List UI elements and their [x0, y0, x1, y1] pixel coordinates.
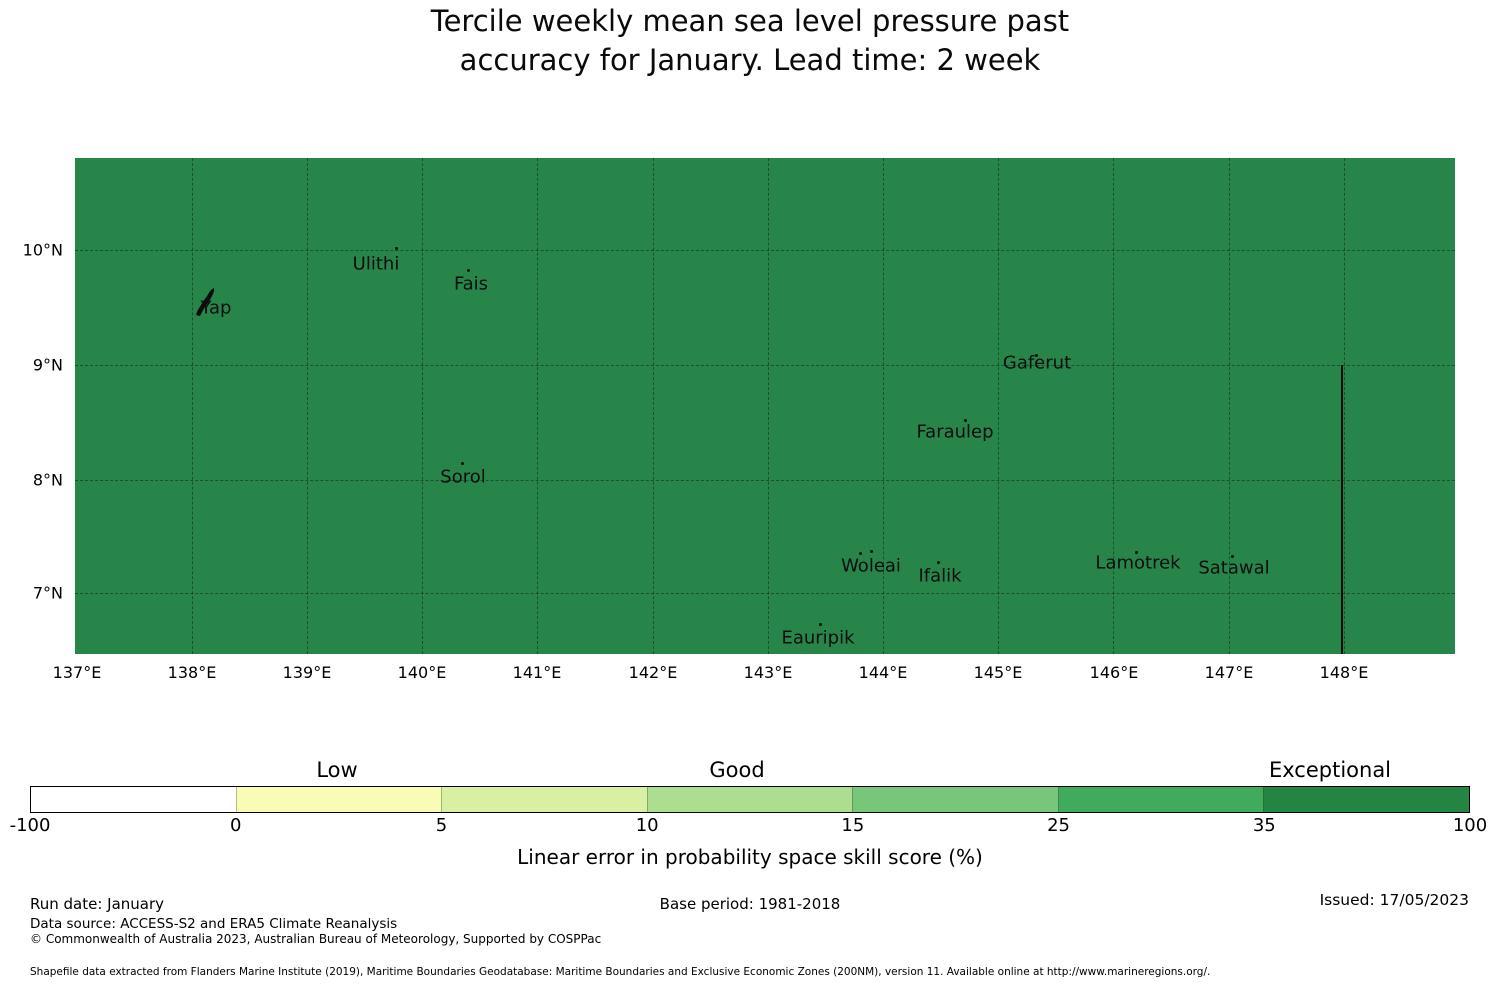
copyright-text: © Commonwealth of Australia 2023, Austra…: [30, 932, 602, 946]
island-label: Fais: [453, 273, 489, 295]
colorbar-tick-label: 100: [1452, 815, 1488, 836]
meridian-gridline: [422, 158, 423, 654]
parallel-gridline: [75, 365, 1455, 366]
y-axis-tick-label: 9°N: [32, 355, 63, 375]
meridian-gridline: [768, 158, 769, 654]
island-marker: [870, 550, 873, 553]
x-axis-tick-label: 142°E: [628, 663, 678, 682]
island-label: Faraulep: [916, 421, 994, 443]
island-marker: [964, 419, 967, 422]
meridian-gridline: [998, 158, 999, 654]
colorbar-segment: [235, 787, 442, 812]
maritime-boundary-line: [1341, 365, 1343, 654]
figure-title: Tercile weekly mean sea level pressure p…: [0, 2, 1500, 80]
x-axis-tick-label: 146°E: [1089, 663, 1139, 682]
meridian-gridline: [1344, 158, 1345, 654]
shapefile-note-text: Shapefile data extracted from Flanders M…: [30, 966, 1211, 978]
colorbar-tick-label: 0: [229, 815, 242, 836]
island-label: Lamotrek: [1095, 552, 1181, 574]
colorbar-quality-label: Exceptional: [1268, 758, 1392, 782]
island-label: Sorol: [440, 466, 486, 488]
island-label: Woleai: [841, 555, 901, 577]
meridian-gridline: [1229, 158, 1230, 654]
colorbar: [30, 786, 1470, 813]
x-axis-tick-label: 140°E: [397, 663, 447, 682]
colorbar-tick-label: 10: [635, 815, 659, 836]
island-label: Yap: [200, 297, 232, 319]
map-canvas: Yap Ulithi Fais Sorol Gaferut Faraulep Woleai I…: [75, 158, 1455, 654]
figure-title-line2: accuracy for January. Lead time: 2 week: [459, 43, 1041, 77]
island-marker: [1231, 555, 1234, 558]
colorbar-tick-label: 15: [841, 815, 865, 836]
yap-island-outline: [195, 287, 219, 321]
x-axis-tick-label: 145°E: [973, 663, 1023, 682]
island-marker: [395, 247, 398, 250]
island-label: Eauripik: [781, 627, 855, 649]
colorbar-tick-label: -100: [9, 815, 51, 836]
x-axis-tick-label: 143°E: [743, 663, 793, 682]
base-period-text: Base period: 1981-2018: [659, 895, 841, 913]
meridian-gridline: [653, 158, 654, 654]
colorbar-quality-label: Good: [709, 758, 765, 782]
x-axis-tick-label: 137°E: [52, 663, 102, 682]
island-marker: [461, 462, 464, 465]
colorbar-quality-label: Low: [316, 758, 358, 782]
x-axis-tick-label: 139°E: [282, 663, 332, 682]
x-axis-tick-label: 148°E: [1319, 663, 1369, 682]
island-label: Ulithi: [352, 253, 400, 275]
island-marker: [467, 269, 470, 272]
x-axis-tick-label: 147°E: [1204, 663, 1254, 682]
island-label: Gaferut: [1002, 352, 1072, 374]
parallel-gridline: [75, 480, 1455, 481]
figure-title-line1: Tercile weekly mean sea level pressure p…: [430, 4, 1070, 38]
colorbar-segment: [852, 787, 1058, 812]
island-marker: [859, 552, 862, 555]
island-marker: [819, 623, 822, 626]
y-axis-tick-label: 7°N: [32, 583, 63, 603]
colorbar-segment: [1263, 787, 1470, 812]
meridian-gridline: [537, 158, 538, 654]
island-marker: [1135, 551, 1138, 554]
issued-date-text: Issued: 17/05/2023: [1319, 891, 1469, 909]
island-label: Ifalik: [918, 565, 962, 587]
x-axis-tick-label: 138°E: [167, 663, 217, 682]
colorbar-tick-label: 35: [1252, 815, 1276, 836]
colorbar-tick-label: 25: [1047, 815, 1071, 836]
parallel-gridline: [75, 593, 1455, 594]
island-marker: [937, 561, 940, 564]
x-axis-tick-label: 141°E: [512, 663, 562, 682]
island-label: Satawal: [1198, 557, 1270, 579]
run-date-text: Run date: January: [30, 895, 165, 913]
x-axis-tick-label: 144°E: [858, 663, 908, 682]
data-source-text: Data source: ACCESS-S2 and ERA5 Climate …: [30, 916, 398, 932]
meridian-gridline: [192, 158, 193, 654]
meridian-gridline: [307, 158, 308, 654]
colorbar-segment: [441, 787, 647, 812]
colorbar-axis-label: Linear error in probability space skill …: [517, 845, 983, 869]
y-axis-tick-label: 8°N: [32, 470, 63, 490]
meridian-gridline: [1113, 158, 1114, 654]
colorbar-segment: [31, 787, 236, 812]
meridian-gridline: [883, 158, 884, 654]
parallel-gridline: [75, 250, 1455, 251]
colorbar-tick-label: 5: [435, 815, 448, 836]
colorbar-segment: [1057, 787, 1264, 812]
y-axis-tick-label: 10°N: [22, 240, 63, 260]
colorbar-segment: [646, 787, 853, 812]
island-marker: [1035, 354, 1038, 357]
